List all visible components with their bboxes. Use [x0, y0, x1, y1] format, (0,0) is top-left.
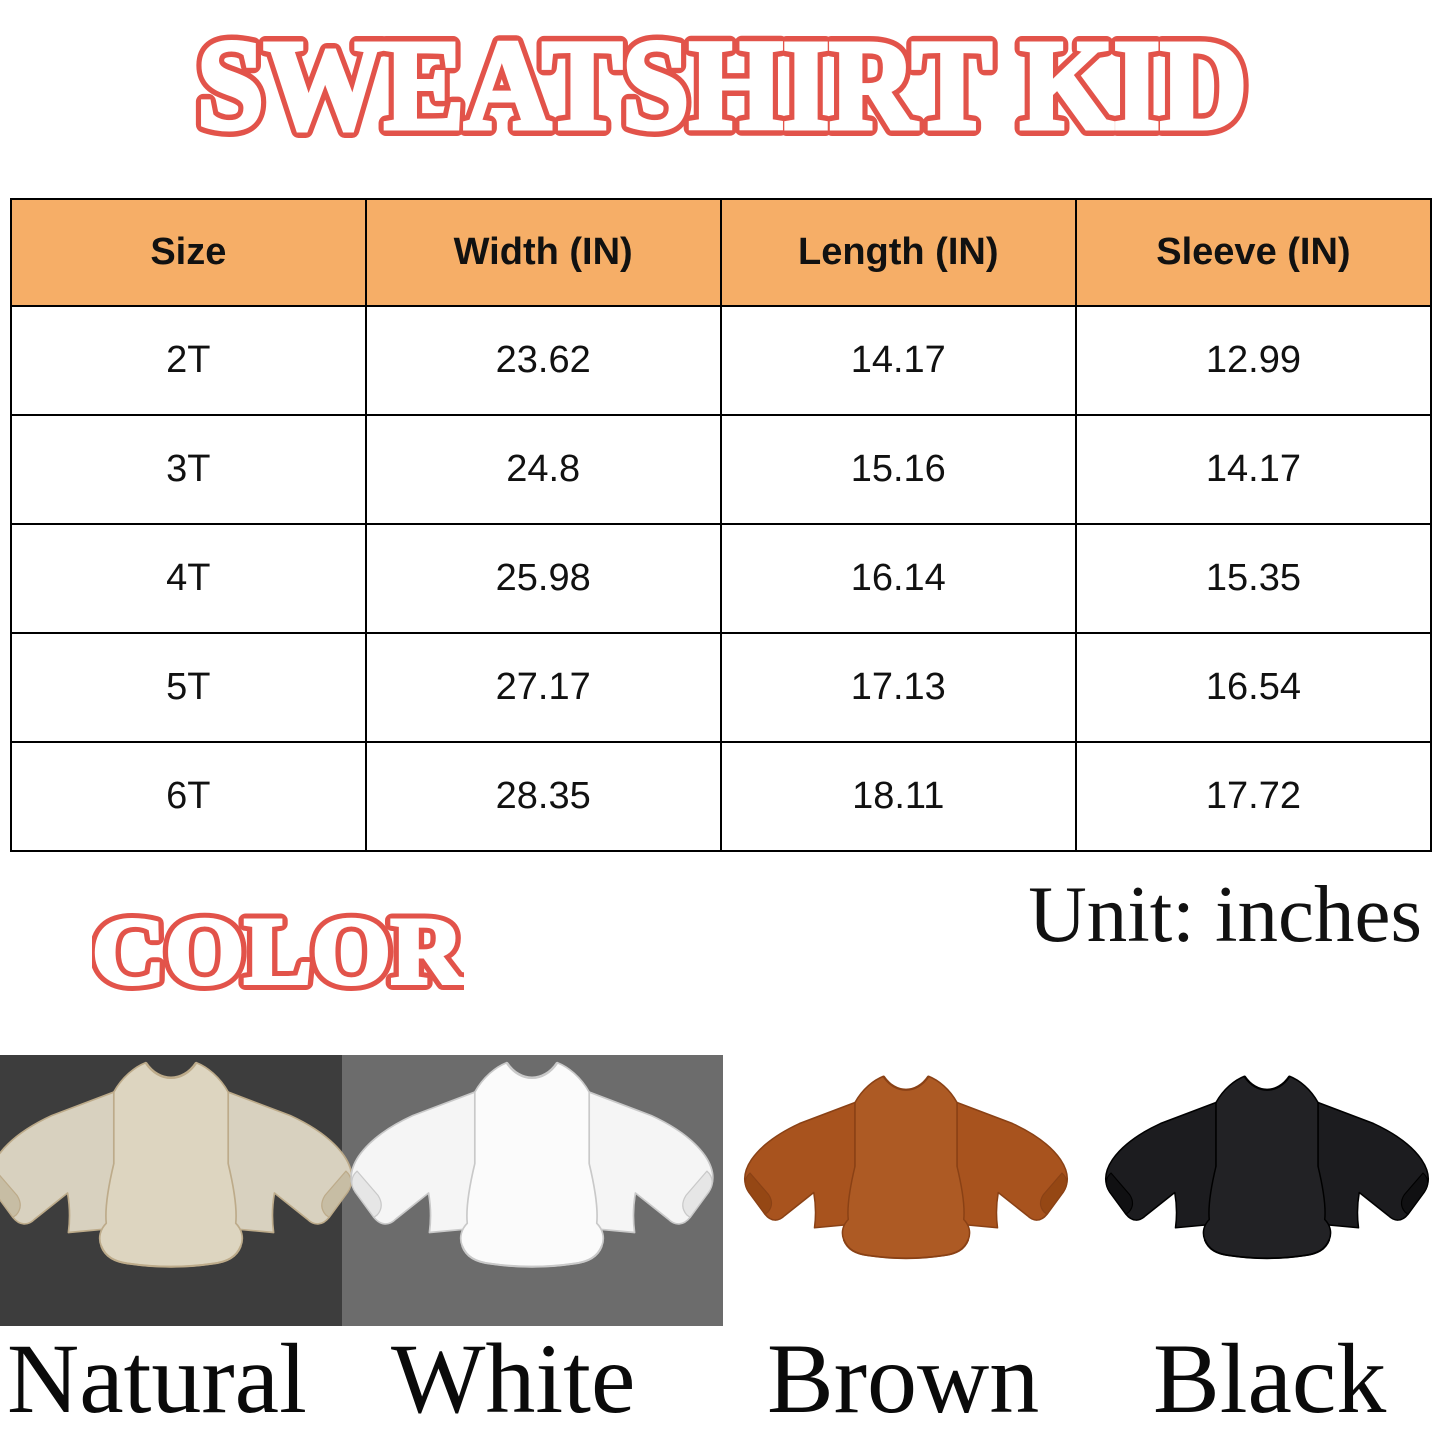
svg-text:SWEATSHIRT KID: SWEATSHIRT KID	[197, 14, 1247, 156]
svg-text:COLOR: COLOR	[92, 898, 464, 1004]
